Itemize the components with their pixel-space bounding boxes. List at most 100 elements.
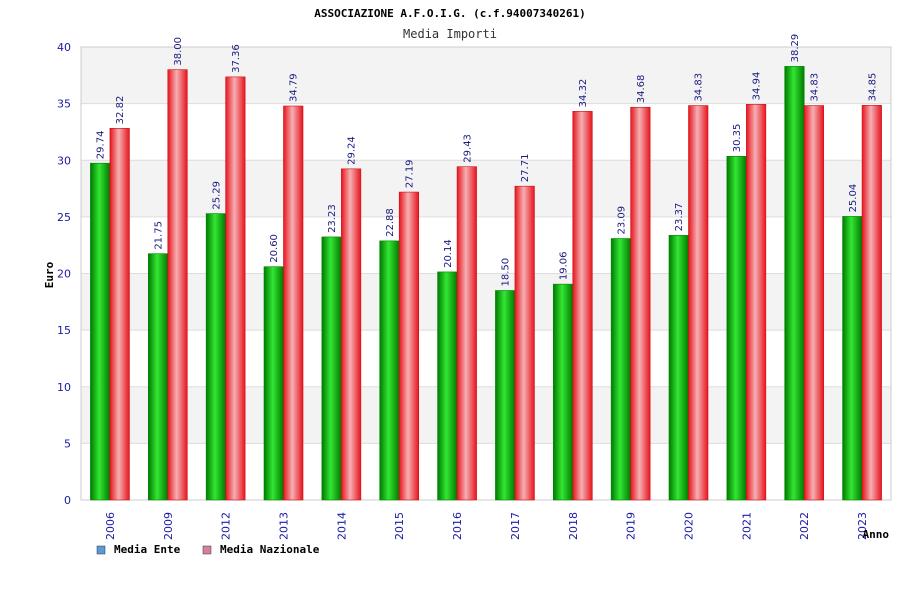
y-tick-label: 20 [57,268,71,281]
grid-band [81,386,891,444]
bar-value-label: 23.37 [674,203,685,232]
bar [861,105,882,501]
bar [341,168,362,501]
y-tick-label: 40 [57,41,71,54]
legend-label-media-nazionale: Media Nazionale [220,543,320,556]
bar-value-label: 34.79 [289,73,300,102]
bar [630,106,651,501]
bar-value-label: 29.74 [96,131,107,160]
bar [688,105,709,501]
grid-band [81,216,891,274]
bar [263,266,284,501]
bar-value-label: 34.94 [752,72,763,101]
bar [495,290,516,501]
bar-value-label: 19.06 [559,252,570,281]
bar-value-label: 25.29 [211,181,222,210]
bar-value-label: 25.04 [848,184,859,213]
y-tick-label: 15 [57,324,71,337]
grid-band [81,103,891,161]
bar [283,105,304,501]
bar [225,76,246,501]
x-axis-label: Anno [863,528,890,541]
bar [456,166,477,501]
x-tick-label: 2020 [683,512,696,540]
bar-value-label: 20.14 [443,239,454,268]
legend: Media Ente Media Nazionale [96,543,320,556]
bar [167,69,188,501]
bar [147,253,169,501]
legend-swatch-media-nazionale [202,545,212,555]
y-axis-label: Euro [43,261,56,288]
x-tick-label: 2006 [104,512,117,540]
bar [90,162,111,501]
y-axis-ticks: 0 5 10 15 20 25 30 35 40 [57,41,71,507]
x-tick-label: 2023 [856,512,869,540]
grid-band [81,443,891,500]
y-tick-label: 25 [57,211,71,224]
bar-value-label: 30.35 [732,124,743,153]
bar-value-label: 34.83 [694,73,705,102]
plot-background [80,46,892,501]
y-tick-label: 5 [64,437,71,450]
bar-value-label: 38.29 [790,34,801,63]
y-tick-label: 35 [57,98,71,111]
bar [668,235,689,501]
grid-band [81,330,891,387]
value-labels: 29.74 21.75 25.29 20.60 23.23 22.88 20.14 18.50… [96,34,879,287]
bar-value-label: 34.83 [809,73,820,102]
grid-band [81,160,891,217]
bar-value-label: 18.50 [501,258,512,287]
bar [552,283,574,501]
bar-value-label: 23.23 [327,204,338,233]
x-tick-label: 2018 [567,512,580,540]
bar-value-label: 21.75 [154,221,165,250]
bar [379,240,400,501]
bar-value-label: 32.82 [115,96,126,125]
bar [437,271,458,501]
chart-title: ASSOCIAZIONE A.F.O.I.G. (c.f.94007340261… [314,7,586,20]
legend-swatch-media-ente [96,545,106,555]
bar-value-label: 27.71 [520,154,531,183]
x-tick-label: 2016 [451,512,464,540]
grid-band [81,273,891,331]
bar [205,213,226,501]
x-tick-label: 2014 [335,512,348,540]
bar [803,105,825,501]
y-tick-label: 0 [64,494,71,507]
bar-value-label: 29.43 [462,134,473,163]
x-tick-label: 2021 [740,512,753,540]
bar [784,66,805,501]
chart-subtitle: Media Importi [403,27,497,41]
bar-value-label: 34.68 [636,75,647,104]
x-axis-ticks: 2006 2009 2012 2013 2014 2015 2016 2017 2018 2019… [104,512,869,540]
x-tick-label: 2012 [220,512,233,540]
x-tick-label: 2019 [625,512,638,540]
x-tick-label: 2022 [798,512,811,540]
y-tick-label: 10 [57,381,71,394]
bar [610,238,631,501]
bar-value-label: 29.24 [347,136,358,165]
plot-border [80,46,892,501]
bar-value-label: 34.85 [867,73,878,102]
y-tick-label: 30 [57,154,71,167]
x-tick-label: 2013 [278,512,291,540]
grid-band [81,47,891,104]
bar [842,216,863,501]
bar-value-label: 20.60 [269,234,280,263]
bar-value-label: 34.32 [578,79,589,108]
bar-value-label: 22.88 [385,208,396,237]
bar [572,111,593,501]
bar [321,236,342,501]
x-tick-label: 2015 [393,512,406,540]
bar [109,128,130,501]
bar [398,191,420,501]
bar-value-label: 37.36 [231,44,242,73]
bar [746,104,767,501]
bar-value-label: 27.19 [404,159,415,188]
bar [514,185,535,501]
legend-label-media-ente: Media Ente [114,543,181,556]
bars [90,66,882,501]
bar-value-label: 23.09 [616,206,627,235]
bar [726,155,747,501]
